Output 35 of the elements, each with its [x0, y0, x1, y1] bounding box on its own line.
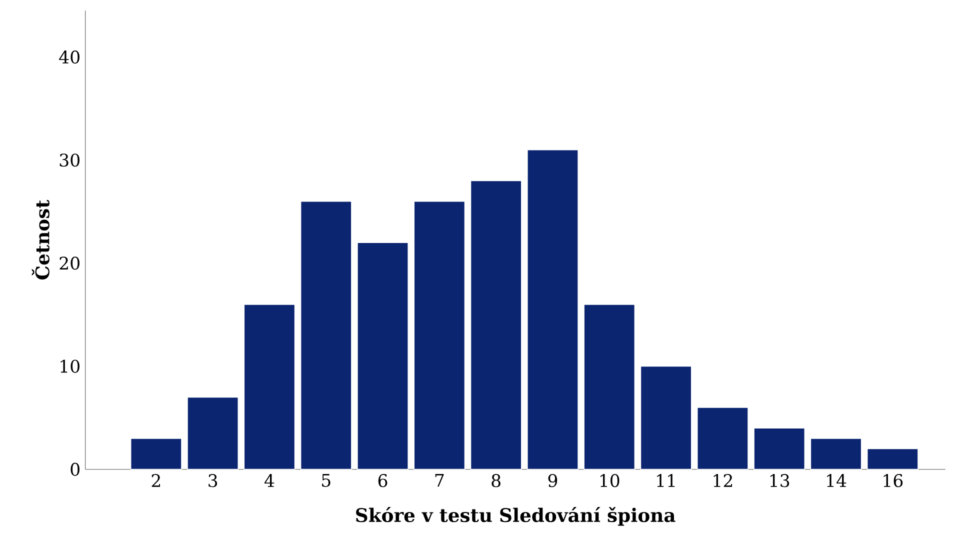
- bar: [244, 304, 296, 470]
- y-tick-label: 10: [60, 360, 80, 373]
- x-tick-label: 8: [492, 474, 500, 488]
- x-tick-label: 3: [208, 474, 218, 488]
- bar: [470, 180, 522, 470]
- bar: [696, 407, 748, 470]
- x-tick-label: 14: [827, 474, 846, 487]
- bar: [754, 428, 806, 470]
- y-tick-label: 30: [60, 154, 80, 167]
- bar: [640, 366, 692, 470]
- x-tick-label: 6: [378, 474, 388, 488]
- bar: [414, 200, 466, 470]
- x-tick-label: 13: [770, 474, 790, 488]
- y-tick-label: 0: [70, 462, 80, 476]
- bar: [130, 438, 182, 470]
- x-tick-label: 16: [884, 474, 903, 488]
- x-tick-label: 10: [600, 474, 620, 488]
- x-tick-label: 12: [714, 474, 732, 487]
- x-tick-label: 4: [264, 474, 274, 487]
- x-tick-label: 2: [152, 474, 160, 487]
- bar: [300, 200, 352, 470]
- bar: [527, 149, 578, 470]
- bar: [866, 448, 918, 470]
- bar: [187, 396, 239, 470]
- y-tick-label: 40: [59, 50, 80, 64]
- bar: [584, 304, 636, 470]
- x-axis-title: Skóre v testu Sledování špiona: [356, 506, 676, 526]
- bar: [810, 438, 862, 470]
- x-tick-label: 7: [435, 474, 444, 487]
- x-tick-label: 11: [657, 474, 675, 487]
- x-tick-label: 9: [548, 474, 558, 488]
- y-axis-title: Četnost: [32, 200, 50, 280]
- x-tick-label: 5: [322, 474, 330, 487]
- bar: [357, 242, 409, 470]
- y-tick-label: 20: [60, 256, 80, 270]
